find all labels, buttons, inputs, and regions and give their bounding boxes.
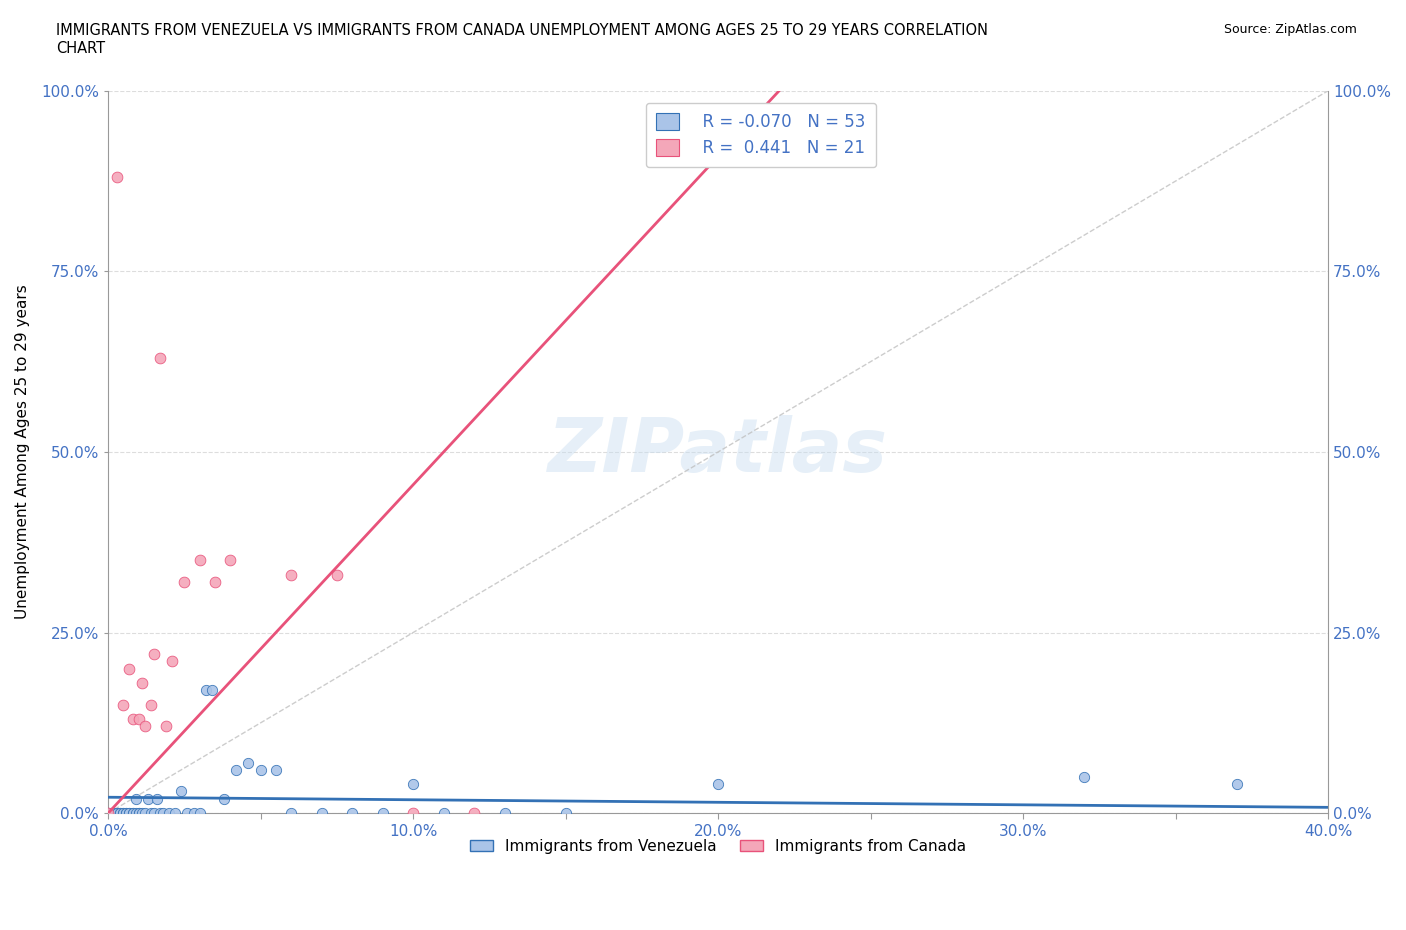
Point [100,805,122,820]
Point [194,683,217,698]
Point [112,805,135,820]
Point [402,777,425,791]
Point [103,805,125,820]
Point [134,805,156,820]
Point [188,805,211,820]
Point [188,552,211,567]
Point [97,805,120,820]
Point [463,805,485,820]
Point [118,661,141,676]
Point [149,351,172,365]
Point [152,805,174,820]
Point [110,805,132,820]
Point [280,567,302,582]
Point [97,805,120,820]
Point [201,683,224,698]
Point [402,805,425,820]
Point [183,805,205,820]
Point [225,763,247,777]
Point [554,805,576,820]
Point [264,763,287,777]
Point [146,791,169,806]
Point [131,676,153,691]
Point [124,791,146,806]
Point [105,805,128,820]
Y-axis label: Unemployment Among Ages 25 to 29 years: Unemployment Among Ages 25 to 29 years [15,285,30,619]
Point [176,805,198,820]
Point [160,654,183,669]
Point [121,805,143,820]
Point [142,646,165,661]
Point [112,698,135,712]
Point [238,755,260,770]
Point [115,805,138,820]
Point [105,805,128,820]
Point [707,777,730,791]
Point [139,698,162,712]
Point [204,575,226,590]
Point [155,719,177,734]
Text: IMMIGRANTS FROM VENEZUELA VS IMMIGRANTS FROM CANADA UNEMPLOYMENT AMONG AGES 25 T: IMMIGRANTS FROM VENEZUELA VS IMMIGRANTS … [56,23,988,56]
Point [131,805,153,820]
Point [326,567,349,582]
Point [103,805,125,820]
Point [142,805,165,820]
Text: Source: ZipAtlas.com: Source: ZipAtlas.com [1223,23,1357,36]
Point [219,552,242,567]
Point [280,805,302,820]
Point [340,805,363,820]
Point [100,805,122,820]
Point [311,805,333,820]
Point [157,805,180,820]
Point [165,805,187,820]
Point [371,805,394,820]
Point [118,805,141,820]
Point [124,805,146,820]
Point [149,805,172,820]
Point [115,805,138,820]
Legend: Immigrants from Venezuela, Immigrants from Canada: Immigrants from Venezuela, Immigrants fr… [464,832,972,859]
Point [494,805,516,820]
Text: ZIPatlas: ZIPatlas [548,416,889,488]
Point [121,805,143,820]
Point [110,805,132,820]
Point [136,791,159,806]
Point [134,719,156,734]
Point [112,805,135,820]
Point [139,805,162,820]
Point [1226,777,1249,791]
Point [170,784,193,799]
Point [212,791,235,806]
Point [128,711,150,726]
Point [121,711,143,726]
Point [249,763,271,777]
Point [105,170,128,185]
Point [433,805,456,820]
Point [1073,769,1095,784]
Point [173,575,195,590]
Point [118,805,141,820]
Point [128,805,150,820]
Point [128,805,150,820]
